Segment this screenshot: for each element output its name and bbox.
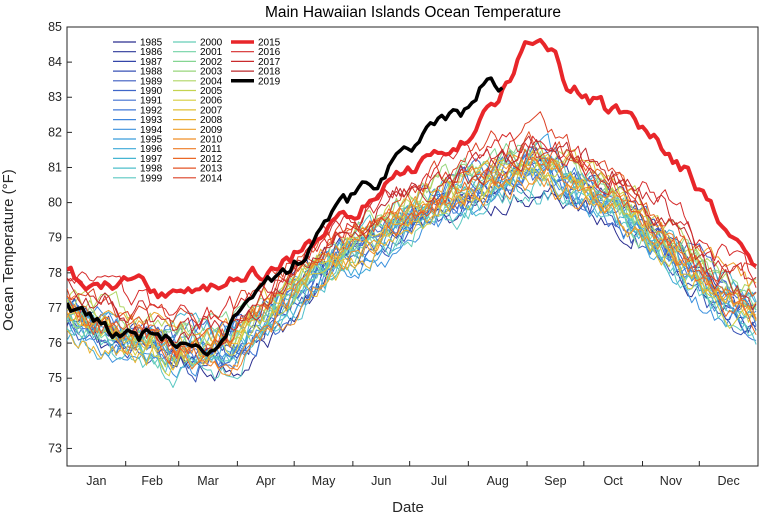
series-line-2008 xyxy=(67,169,757,371)
x-tick-label: Sep xyxy=(544,474,566,488)
y-tick-label: 73 xyxy=(48,441,62,455)
x-tick-label: May xyxy=(312,474,336,488)
chart-title: Main Hawaiian Islands Ocean Temperature xyxy=(265,4,561,21)
legend-label-1985: 1985 xyxy=(140,38,163,49)
series-line-1988 xyxy=(67,149,757,383)
legend-label-1991: 1991 xyxy=(140,96,163,107)
series-line-2019 xyxy=(67,76,504,357)
y-tick-label: 83 xyxy=(48,90,62,104)
y-tick-label: 79 xyxy=(48,231,62,245)
legend-label-1993: 1993 xyxy=(140,115,163,126)
legend-label-2013: 2013 xyxy=(200,164,223,175)
series-line-2009 xyxy=(67,151,757,345)
legend-label-2007: 2007 xyxy=(200,105,223,116)
legend-label-2003: 2003 xyxy=(200,67,223,78)
y-tick-label: 80 xyxy=(48,196,62,210)
legend-label-2000: 2000 xyxy=(200,38,223,49)
legend-label-1996: 1996 xyxy=(140,144,163,155)
series-line-2013 xyxy=(67,131,757,364)
legend-label-2017: 2017 xyxy=(258,57,281,68)
x-tick-label: Feb xyxy=(141,474,163,488)
y-tick-label: 75 xyxy=(48,371,62,385)
x-tick-label: Apr xyxy=(256,474,275,488)
series-line-2016 xyxy=(67,132,757,330)
legend-label-2002: 2002 xyxy=(200,57,223,68)
legend-label-2018: 2018 xyxy=(258,67,281,78)
legend-label-2019: 2019 xyxy=(258,76,281,87)
legend-label-2005: 2005 xyxy=(200,86,223,97)
series-line-2014 xyxy=(67,111,757,329)
x-tick-label: Mar xyxy=(197,474,219,488)
y-tick-label: 85 xyxy=(48,20,62,34)
x-tick-label: Jan xyxy=(86,474,106,488)
y-tick-label: 84 xyxy=(48,55,62,69)
y-axis-title: Ocean Temperature (°F) xyxy=(0,169,17,331)
series-line-2018 xyxy=(67,135,757,353)
legend-label-1986: 1986 xyxy=(140,47,163,58)
legend-label-2011: 2011 xyxy=(200,144,222,155)
legend-label-1987: 1987 xyxy=(140,57,163,68)
y-tick-label: 82 xyxy=(48,125,62,139)
legend-label-2004: 2004 xyxy=(200,76,223,87)
legend-label-1989: 1989 xyxy=(140,76,163,87)
legend-label-2006: 2006 xyxy=(200,96,223,107)
legend-label-1999: 1999 xyxy=(140,173,163,184)
legend-label-1992: 1992 xyxy=(140,105,163,116)
series-line-2017 xyxy=(67,141,757,342)
y-tick-label: 78 xyxy=(48,266,62,280)
y-tick-label: 81 xyxy=(48,160,62,174)
legend-label-2009: 2009 xyxy=(200,125,223,136)
legend-label-2001: 2001 xyxy=(200,47,223,58)
series-lines xyxy=(67,37,758,388)
legend-label-2010: 2010 xyxy=(200,135,223,146)
y-tick-label: 74 xyxy=(48,406,62,420)
legend-label-2016: 2016 xyxy=(258,47,281,58)
legend: 1985198619871988198919901991199219931994… xyxy=(113,38,281,184)
x-tick-label: Oct xyxy=(603,474,623,488)
legend-label-1988: 1988 xyxy=(140,67,163,78)
series-line-2006 xyxy=(67,148,757,377)
x-tick-label: Dec xyxy=(718,474,740,488)
y-tick-label: 77 xyxy=(48,301,62,315)
y-tick-label: 76 xyxy=(48,336,62,350)
legend-label-1997: 1997 xyxy=(140,154,163,165)
legend-label-1998: 1998 xyxy=(140,164,163,175)
x-tick-label: Nov xyxy=(660,474,683,488)
series-line-2015 xyxy=(67,37,758,300)
legend-label-1990: 1990 xyxy=(140,86,163,97)
x-axis-title: Date xyxy=(392,499,424,516)
legend-label-1995: 1995 xyxy=(140,135,163,146)
legend-label-2015: 2015 xyxy=(258,38,281,49)
legend-label-2012: 2012 xyxy=(200,154,223,165)
x-tick-label: Jul xyxy=(431,474,447,488)
legend-label-2014: 2014 xyxy=(200,173,223,184)
x-tick-label: Aug xyxy=(487,474,509,488)
legend-label-1994: 1994 xyxy=(140,125,163,136)
x-tick-label: Jun xyxy=(371,474,391,488)
legend-label-2008: 2008 xyxy=(200,115,223,126)
